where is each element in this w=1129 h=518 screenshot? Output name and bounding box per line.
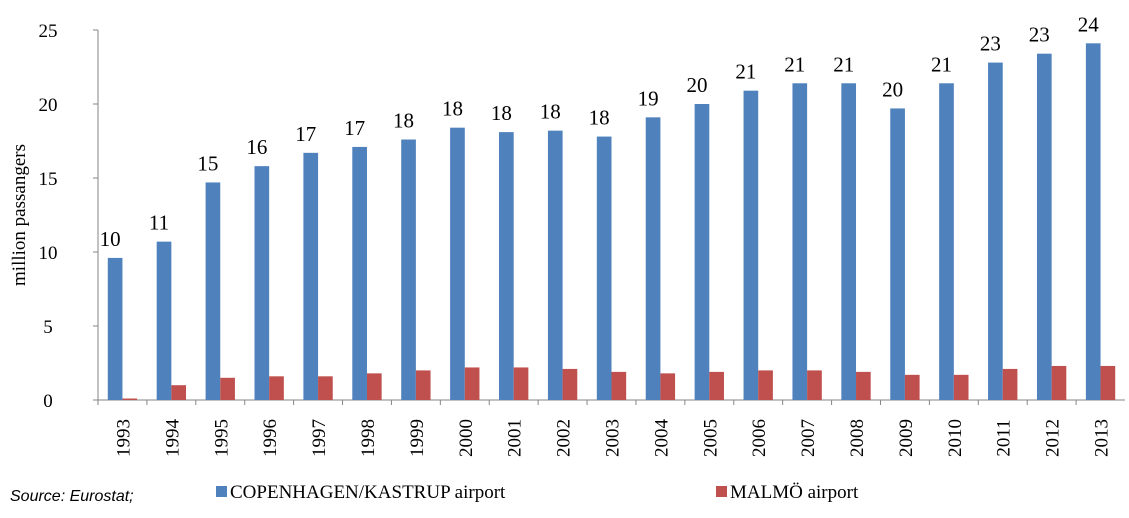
x-tick-label: 2013 — [1092, 419, 1113, 457]
bar — [205, 182, 221, 400]
bar — [547, 130, 563, 400]
bar — [415, 370, 431, 400]
bar — [513, 367, 529, 400]
bar — [303, 152, 319, 400]
x-tick-label: 2002 — [554, 419, 575, 457]
bar — [464, 367, 480, 400]
bar — [220, 377, 235, 400]
bar — [596, 136, 612, 400]
source-note: Source: Eurostat; — [10, 488, 134, 505]
bar — [792, 83, 808, 400]
x-tick-label: 2009 — [896, 419, 917, 457]
data-label: 21 — [931, 52, 952, 76]
data-label: 23 — [980, 32, 1001, 56]
x-tick-label: 1998 — [358, 419, 379, 457]
bar — [939, 83, 954, 400]
bar — [156, 241, 172, 400]
bar — [562, 368, 578, 400]
x-tick-label: 2003 — [603, 419, 624, 457]
bar — [450, 127, 465, 401]
x-tick-label: 1997 — [309, 419, 330, 457]
data-label: 20 — [686, 73, 707, 97]
data-label: 23 — [1029, 23, 1050, 47]
y-tick-label: 10 — [39, 243, 58, 264]
x-tick-label: 2001 — [505, 419, 526, 457]
data-label: 21 — [833, 52, 854, 76]
data-label: 17 — [344, 116, 365, 140]
bar — [254, 166, 270, 400]
y-tick-label: 5 — [43, 317, 53, 338]
x-tick-label: 1994 — [162, 419, 183, 458]
x-tick-label: 1996 — [260, 419, 281, 457]
bar — [1085, 43, 1101, 400]
data-label: 18 — [393, 109, 414, 133]
data-label: 16 — [246, 135, 267, 159]
x-tick-label: 2004 — [651, 419, 672, 458]
data-label: 24 — [1078, 12, 1100, 36]
bar — [611, 371, 627, 400]
bar — [1100, 365, 1116, 400]
data-label: 18 — [491, 101, 512, 125]
x-tick-label: 1993 — [113, 419, 134, 457]
y-tick-label: 20 — [39, 95, 58, 116]
bar — [890, 108, 905, 400]
bar — [1051, 365, 1067, 400]
x-tick-label: 2007 — [798, 419, 819, 457]
bar — [660, 373, 676, 400]
data-label: 11 — [149, 211, 169, 235]
x-tick-label: 2011 — [994, 419, 1015, 456]
data-label: 18 — [540, 100, 561, 124]
y-tick-label: 15 — [39, 169, 58, 190]
bar — [841, 83, 857, 400]
bar — [758, 370, 773, 400]
bar — [743, 90, 759, 401]
bar — [499, 132, 514, 400]
legend-label: COPENHAGEN/KASTRUP airport — [230, 482, 506, 503]
x-tick-label: 2012 — [1043, 419, 1064, 457]
bar — [318, 376, 333, 400]
bar — [107, 257, 123, 400]
bar — [401, 139, 416, 400]
data-label: 18 — [589, 106, 610, 130]
bar — [269, 376, 284, 400]
data-label: 21 — [735, 60, 756, 84]
x-tick-label: 2010 — [945, 419, 966, 457]
bar — [807, 370, 822, 400]
bar — [856, 371, 871, 400]
y-tick-label: 0 — [43, 391, 53, 412]
legend-label: MALMÖ airport — [730, 482, 859, 503]
data-label: 10 — [100, 227, 121, 251]
bar — [709, 371, 724, 400]
bar — [988, 62, 1003, 401]
data-label: 17 — [295, 122, 316, 146]
y-tick-label: 25 — [39, 21, 58, 42]
bar — [904, 374, 920, 400]
x-tick-label: 1999 — [407, 419, 428, 457]
bar — [1036, 53, 1052, 401]
x-tick-label: 1995 — [211, 419, 232, 457]
data-label: 15 — [197, 151, 218, 175]
bar — [171, 385, 187, 400]
bar — [366, 373, 382, 400]
x-tick-label: 2000 — [456, 419, 477, 457]
data-label: 19 — [638, 86, 659, 110]
data-label: 21 — [784, 52, 805, 76]
legend-swatch — [716, 486, 727, 497]
x-tick-label: 2008 — [847, 419, 868, 457]
bar — [694, 104, 710, 400]
x-tick-label: 2005 — [700, 419, 721, 457]
bar — [953, 374, 969, 400]
bar — [122, 398, 138, 400]
bar — [352, 146, 367, 400]
bar — [1002, 368, 1018, 400]
legend-swatch — [216, 486, 227, 497]
bar — [645, 117, 661, 400]
data-label: 20 — [882, 77, 903, 101]
data-label: 18 — [442, 97, 463, 121]
y-axis-label: million passangers — [9, 144, 30, 286]
x-tick-label: 2006 — [749, 419, 770, 457]
